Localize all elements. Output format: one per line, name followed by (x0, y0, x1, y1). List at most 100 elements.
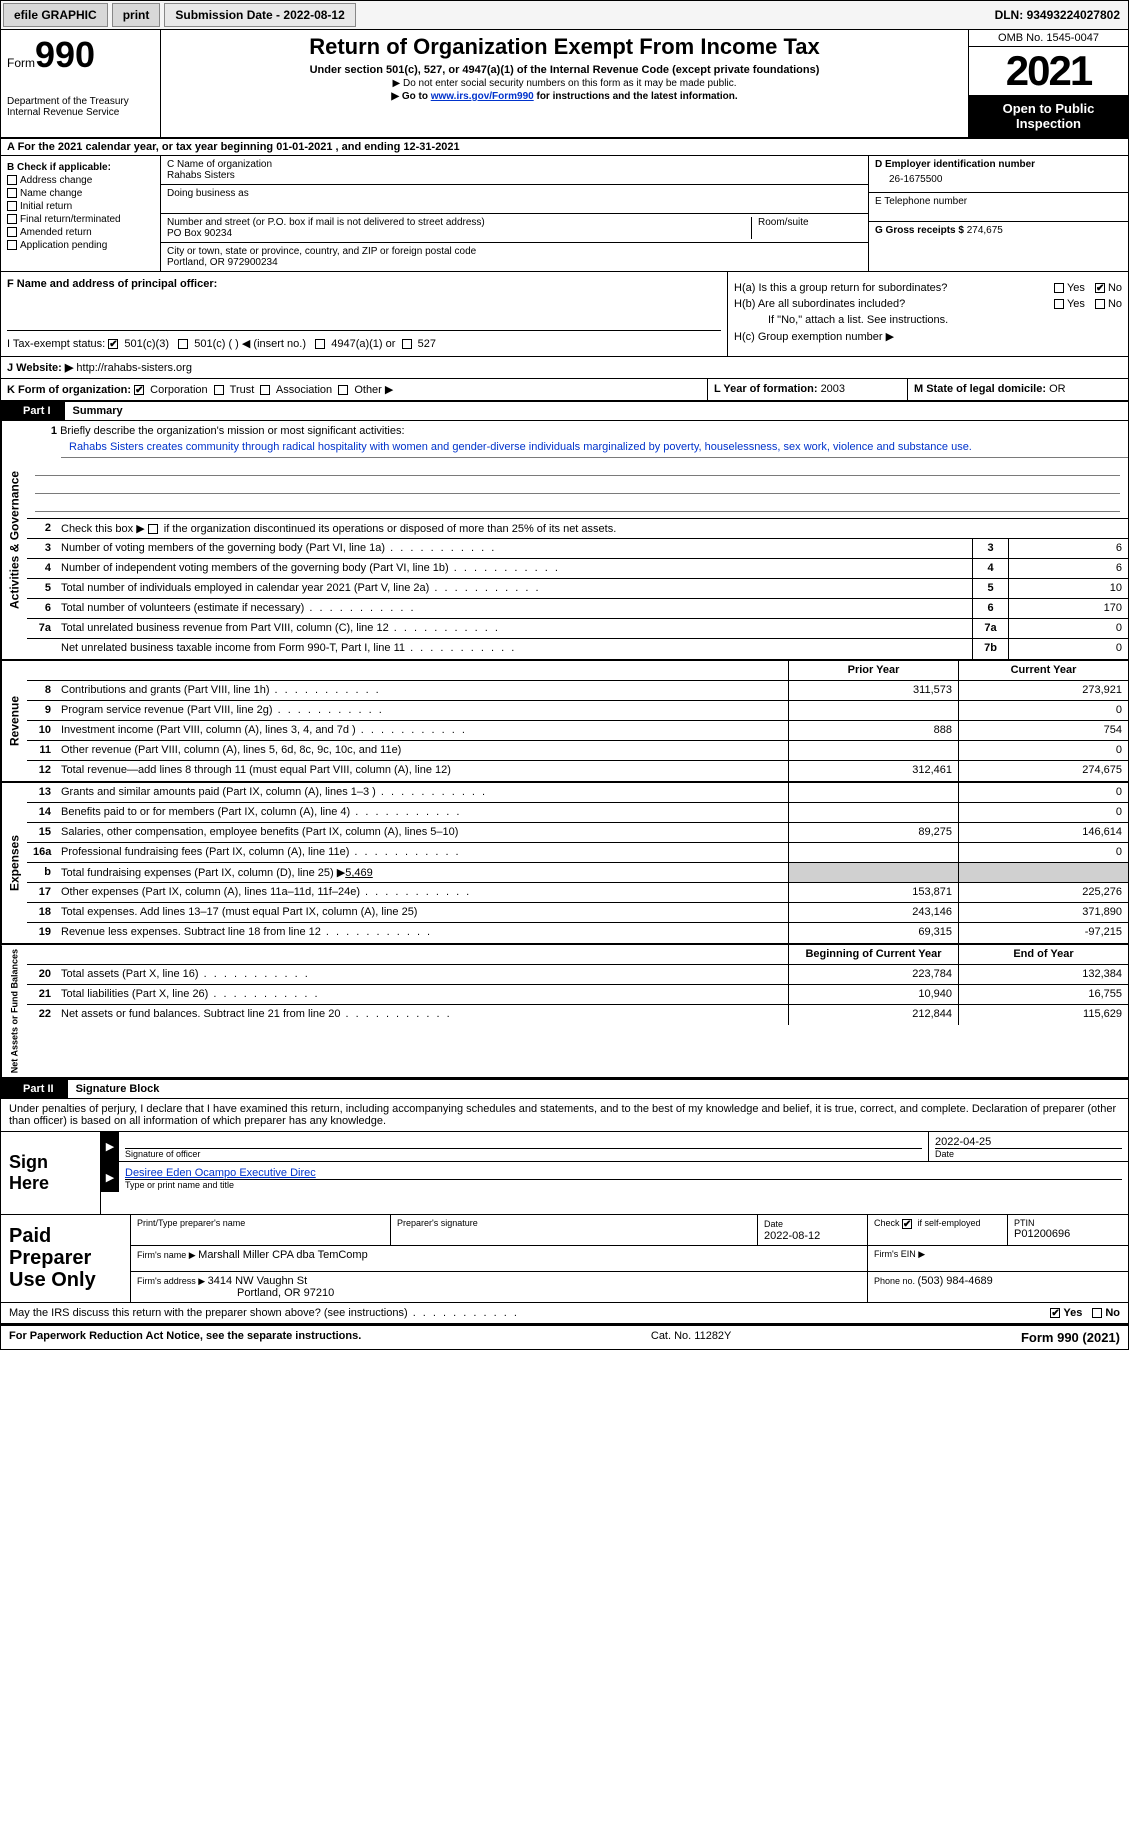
c12: 274,675 (958, 761, 1128, 781)
sig-name-label: Type or print name and title (125, 1179, 1122, 1190)
form990-link[interactable]: www.irs.gov/Form990 (431, 91, 534, 102)
form-prefix: Form (7, 56, 35, 70)
mission-text: Rahabs Sisters creates community through… (61, 437, 1128, 458)
mission-blank-1 (35, 458, 1120, 476)
tax-exempt-label: I Tax-exempt status: (7, 338, 105, 350)
ha-label: H(a) Is this a group return for subordin… (734, 282, 947, 294)
line-5: Total number of individuals employed in … (57, 579, 972, 598)
tax-exempt-row: I Tax-exempt status: 501(c)(3) 501(c) ( … (7, 330, 721, 350)
fgh-right: H(a) Is this a group return for subordin… (728, 272, 1128, 356)
line-21: Total liabilities (Part X, line 26) (57, 985, 788, 1004)
pp-name-label: Print/Type preparer's name (137, 1218, 384, 1228)
line-14: Benefits paid to or for members (Part IX… (57, 803, 788, 822)
c13: 0 (958, 783, 1128, 802)
cb-assoc[interactable] (260, 385, 270, 395)
cb-trust[interactable] (214, 385, 224, 395)
ha-no[interactable] (1095, 283, 1105, 293)
firm-ein: Firm's EIN ▶ (868, 1246, 1128, 1271)
c22: 115,629 (958, 1005, 1128, 1025)
val-7a: 0 (1008, 619, 1128, 638)
p14 (788, 803, 958, 822)
cb-4947[interactable] (315, 339, 325, 349)
dba-label: Doing business as (167, 188, 862, 199)
p16a (788, 843, 958, 862)
cat-no: Cat. No. 11282Y (361, 1330, 1021, 1345)
ha-row: H(a) Is this a group return for subordin… (734, 282, 1122, 294)
cb-other[interactable] (338, 385, 348, 395)
street-value: PO Box 90234 (167, 228, 745, 239)
pp-date-value: 2022-08-12 (764, 1230, 820, 1242)
cb-self-employed[interactable] (902, 1219, 912, 1229)
row-k: K Form of organization: Corporation Trus… (1, 379, 708, 400)
form-num: 990 (35, 34, 95, 75)
cb-final-return[interactable]: Final return/terminated (7, 214, 154, 225)
c10: 754 (958, 721, 1128, 740)
line-13: Grants and similar amounts paid (Part IX… (57, 783, 788, 802)
dept-treasury: Department of the Treasury (7, 96, 154, 107)
p9 (788, 701, 958, 720)
cb-corp[interactable] (134, 385, 144, 395)
sig-officer-label: Signature of officer (125, 1148, 922, 1159)
org-name-label: C Name of organization (167, 159, 862, 170)
cb-address-change[interactable]: Address change (7, 175, 154, 186)
cb-501c[interactable] (178, 339, 188, 349)
firm-addr-1: 3414 NW Vaughn St (208, 1275, 307, 1287)
footer-no[interactable] (1092, 1308, 1102, 1318)
paid-preparer-block: Paid Preparer Use Only Print/Type prepar… (0, 1215, 1129, 1303)
firm-addr-label: Firm's address ▶ (137, 1276, 208, 1286)
form-subtitle-2: ▶ Do not enter social security numbers o… (171, 78, 958, 89)
line-18: Total expenses. Add lines 13–17 (must eq… (57, 903, 788, 922)
p22: 212,844 (788, 1005, 958, 1025)
section-expenses: Expenses 13Grants and similar amounts pa… (0, 783, 1129, 945)
val-7b: 0 (1008, 639, 1128, 659)
lbl-501c: 501(c) ( ) ◀ (insert no.) (194, 338, 306, 350)
city-label: City or town, state or province, country… (167, 246, 862, 257)
dln: DLN: 93493224027802 (995, 8, 1128, 22)
goto-pre: ▶ Go to (391, 91, 430, 102)
footer-yes[interactable] (1050, 1308, 1060, 1318)
top-bar: efile GRAPHIC print Submission Date - 20… (0, 0, 1129, 30)
pp-date-label: Date (764, 1219, 783, 1229)
cb-527[interactable] (402, 339, 412, 349)
line-1-label: Briefly describe the organization's miss… (60, 425, 404, 437)
l-value: 2003 (821, 383, 845, 395)
cb-app-pending[interactable]: Application pending (7, 240, 154, 251)
hb-no[interactable] (1095, 299, 1105, 309)
section-governance: Activities & Governance 1 Briefly descri… (0, 421, 1129, 661)
pp-sig-cell: Preparer's signature (391, 1215, 758, 1245)
ha-yes[interactable] (1054, 283, 1064, 293)
cb-initial-label: Initial return (20, 201, 72, 212)
j-website: http://rahabs-sisters.org (76, 362, 192, 374)
vlabel-revenue: Revenue (1, 661, 27, 781)
cb-initial-return[interactable]: Initial return (7, 201, 154, 212)
line-22: Net assets or fund balances. Subtract li… (57, 1005, 788, 1025)
m-label: M State of legal domicile: (914, 383, 1049, 395)
col-d: D Employer identification number 26-1675… (868, 156, 1128, 271)
p15: 89,275 (788, 823, 958, 842)
cb-amended[interactable]: Amended return (7, 227, 154, 238)
sig-officer-cell: Signature of officer (119, 1132, 928, 1161)
cb-501c3[interactable] (108, 339, 118, 349)
hdr-end: End of Year (958, 945, 1128, 964)
lbl-4947: 4947(a)(1) or (331, 338, 395, 350)
cb-line2[interactable] (148, 524, 158, 534)
c11: 0 (958, 741, 1128, 760)
lbl-trust: Trust (230, 384, 255, 396)
p20: 223,784 (788, 965, 958, 984)
line-3: Number of voting members of the governin… (57, 539, 972, 558)
cb-app-label: Application pending (20, 240, 107, 251)
row-a-pre: A For the 2021 calendar year, or tax yea… (7, 141, 276, 153)
hb-yes[interactable] (1054, 299, 1064, 309)
street-cell: Number and street (or P.O. box if mail i… (161, 214, 868, 243)
row-a-mid: , and ending (336, 141, 404, 153)
p21: 10,940 (788, 985, 958, 1004)
firm-name-cell: Firm's name ▶ Marshall Miller CPA dba Te… (131, 1246, 868, 1271)
line-4: Number of independent voting members of … (57, 559, 972, 578)
print-button[interactable]: print (112, 3, 161, 27)
line-7a: Total unrelated business revenue from Pa… (57, 619, 972, 638)
sig-date-cell: 2022-04-25 Date (928, 1132, 1128, 1161)
firm-phone-cell: Phone no. (503) 984-4689 (868, 1272, 1128, 1302)
line-7b: Net unrelated business taxable income fr… (57, 639, 972, 659)
cb-final-label: Final return/terminated (20, 214, 121, 225)
cb-name-change[interactable]: Name change (7, 188, 154, 199)
